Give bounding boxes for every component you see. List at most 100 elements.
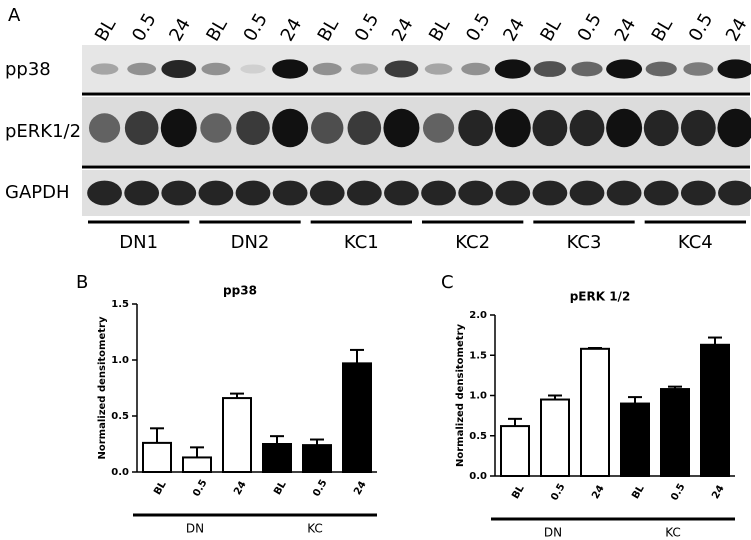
group-label: KC xyxy=(307,522,323,536)
row-label: pERK1/2 xyxy=(5,121,81,142)
bar xyxy=(262,443,292,473)
band xyxy=(461,62,491,76)
lane-label: BL xyxy=(648,15,677,45)
y-tick-label: 1.5 xyxy=(469,350,487,361)
band xyxy=(272,59,309,79)
group-label: KC2 xyxy=(455,232,490,253)
band xyxy=(606,108,643,148)
band xyxy=(235,180,271,206)
group-label: DN xyxy=(186,522,204,536)
y-tick-label: 0.5 xyxy=(111,411,129,422)
panel-label: B xyxy=(76,272,88,293)
x-tick-label: BL xyxy=(510,483,527,501)
band xyxy=(124,180,160,206)
band xyxy=(494,108,531,148)
band xyxy=(201,62,231,76)
lane-label: 0.5 xyxy=(462,10,495,45)
band xyxy=(161,180,197,206)
band xyxy=(346,180,382,206)
band xyxy=(272,108,309,148)
row-label: GAPDH xyxy=(5,182,70,203)
band xyxy=(422,113,455,143)
band xyxy=(680,109,716,147)
bar xyxy=(540,398,570,477)
band xyxy=(198,180,234,206)
bar xyxy=(700,343,730,477)
y-tick-label: 0.0 xyxy=(111,467,129,478)
x-tick-label: 24 xyxy=(710,483,727,501)
band xyxy=(383,108,420,148)
band xyxy=(718,180,751,206)
lane-label: 0.5 xyxy=(239,10,272,45)
band xyxy=(424,63,453,75)
band xyxy=(272,180,308,206)
panel-label: A xyxy=(8,5,21,26)
bar xyxy=(142,441,172,474)
band xyxy=(606,180,642,206)
lane-label: BL xyxy=(536,15,565,45)
band xyxy=(384,180,419,206)
bar xyxy=(620,402,650,477)
band xyxy=(533,61,567,77)
x-tick-label: 24 xyxy=(590,483,607,501)
chart-title: pp38 xyxy=(223,284,257,298)
lane-label: 24 xyxy=(499,15,529,45)
band xyxy=(606,59,643,79)
band xyxy=(311,112,344,144)
band xyxy=(88,113,121,143)
lane-label: 24 xyxy=(165,15,195,45)
band xyxy=(236,111,270,145)
band xyxy=(458,109,494,147)
x-tick-label: 0.5 xyxy=(191,478,209,499)
x-tick-label: BL xyxy=(630,483,647,501)
band xyxy=(240,64,266,74)
group-label: DN1 xyxy=(119,232,158,253)
x-tick-label: 0.5 xyxy=(549,482,567,503)
y-axis-label: Normalized densitometry xyxy=(97,316,108,459)
band xyxy=(90,63,119,75)
lane-label: BL xyxy=(91,15,120,45)
lane-label: 0.5 xyxy=(128,10,161,45)
band xyxy=(680,180,716,206)
band xyxy=(309,180,345,206)
band xyxy=(645,61,677,77)
x-tick-label: 24 xyxy=(352,479,369,497)
bar xyxy=(302,444,332,473)
band xyxy=(161,59,197,79)
group-label: KC3 xyxy=(567,232,602,253)
band xyxy=(532,180,568,206)
panel-label: C xyxy=(441,272,454,293)
bar xyxy=(660,388,690,477)
lane-label: BL xyxy=(202,15,231,45)
band xyxy=(569,180,605,206)
band xyxy=(643,109,679,147)
lane-label: 0.5 xyxy=(351,10,384,45)
bar xyxy=(500,425,530,477)
bar xyxy=(222,397,252,473)
lane-label: 24 xyxy=(611,15,641,45)
x-tick-label: 0.5 xyxy=(669,482,687,503)
group-label: KC4 xyxy=(678,232,713,253)
band xyxy=(532,109,568,147)
band xyxy=(643,180,679,206)
y-tick-label: 1.0 xyxy=(111,355,129,366)
group-label: KC1 xyxy=(344,232,379,253)
x-tick-label: 24 xyxy=(232,479,249,497)
band xyxy=(683,62,714,76)
y-tick-label: 1.5 xyxy=(111,299,129,310)
lane-label: 0.5 xyxy=(685,10,718,45)
band xyxy=(127,62,157,76)
band xyxy=(458,180,494,206)
band xyxy=(569,109,605,147)
bar xyxy=(580,347,610,477)
group-label: DN2 xyxy=(231,232,270,253)
band xyxy=(717,108,751,148)
y-tick-label: 1.0 xyxy=(469,391,487,402)
y-tick-label: 0.5 xyxy=(469,431,487,442)
lane-label: 24 xyxy=(388,15,418,45)
band xyxy=(494,59,531,79)
band xyxy=(495,180,531,206)
chart-title: pERK 1/2 xyxy=(570,290,631,304)
lane-label: 24 xyxy=(277,15,307,45)
